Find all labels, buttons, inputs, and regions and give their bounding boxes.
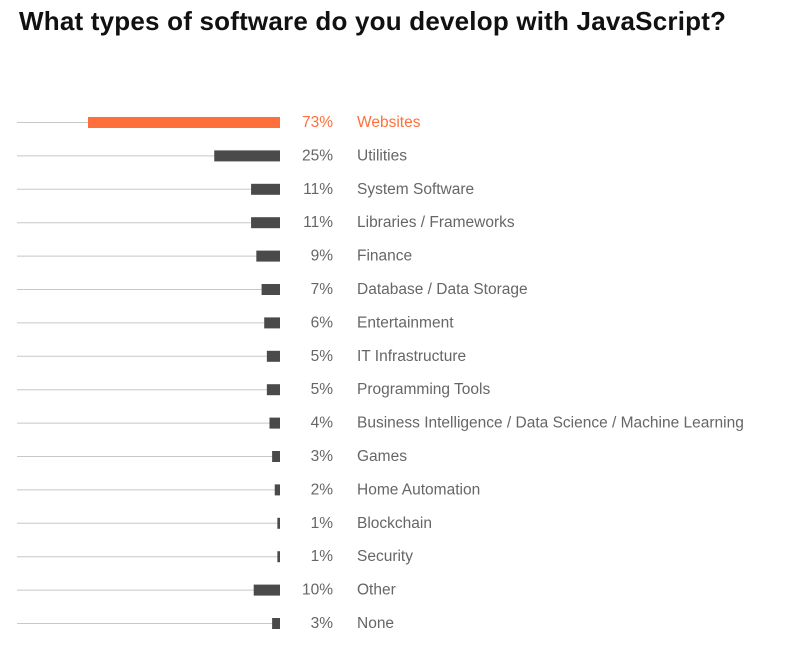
bar-value-label: 5% xyxy=(311,348,334,365)
bar-row: 73% Websites xyxy=(17,114,421,131)
bar-category-label: Websites xyxy=(357,114,421,131)
bar-category-label: System Software xyxy=(357,181,474,198)
bar-value-label: 3% xyxy=(311,615,334,632)
bar-category-label: IT Infrastructure xyxy=(357,348,466,365)
bar-row: 25% Utilities xyxy=(17,147,407,164)
bar-category-label: Libraries / Frameworks xyxy=(357,214,515,231)
bar-row: 9% Finance xyxy=(17,248,412,265)
bar-category-label: Games xyxy=(357,448,407,465)
bar-category-label: Finance xyxy=(357,248,412,265)
bar xyxy=(266,350,280,362)
bar xyxy=(272,451,280,462)
bar xyxy=(264,317,280,329)
bar-category-label: Programming Tools xyxy=(357,381,490,398)
chart-title: What types of software do you develop wi… xyxy=(19,6,727,36)
bar-row: 7% Database / Data Storage xyxy=(17,281,528,298)
bar-row: 11% Libraries / Frameworks xyxy=(17,214,515,231)
bar-row: 3% None xyxy=(17,615,394,632)
bar-value-label: 7% xyxy=(311,281,334,298)
bar-row: 5% IT Infrastructure xyxy=(17,348,466,365)
bar xyxy=(266,384,280,396)
bar xyxy=(274,484,280,496)
bar-value-label: 2% xyxy=(311,481,334,498)
bar-category-label: Blockchain xyxy=(357,515,432,532)
bar-row: 5% Programming Tools xyxy=(17,381,490,398)
bar-value-label: 11% xyxy=(303,214,333,231)
bar-value-label: 11% xyxy=(303,181,333,198)
bar xyxy=(256,250,280,262)
bar-value-label: 1% xyxy=(311,548,334,565)
bar-row: 4% Business Intelligence / Data Science /… xyxy=(17,415,744,432)
bar-value-label: 10% xyxy=(302,582,333,599)
bar xyxy=(88,117,280,128)
bar-value-label: 5% xyxy=(311,381,334,398)
bar-row: 3% Games xyxy=(17,448,407,465)
bar xyxy=(251,183,280,195)
bar xyxy=(269,417,280,429)
bar xyxy=(251,217,280,229)
bar-value-label: 4% xyxy=(311,415,334,432)
bar-row: 11% System Software xyxy=(17,181,474,198)
bar-row: 2% Home Automation xyxy=(17,481,480,498)
bar-value-label: 1% xyxy=(311,515,334,532)
bar-value-label: 3% xyxy=(311,448,334,465)
bar-category-label: Security xyxy=(357,548,413,565)
bar-value-label: 25% xyxy=(302,147,333,164)
bar-value-label: 73% xyxy=(302,114,333,131)
bar xyxy=(261,284,280,295)
bar xyxy=(277,517,280,529)
bar-row: 6% Entertainment xyxy=(17,314,454,331)
bar xyxy=(253,584,280,596)
bar xyxy=(272,618,280,629)
bar xyxy=(214,150,280,162)
bar-category-label: Business Intelligence / Data Science / M… xyxy=(357,415,744,432)
bar-category-label: Utilities xyxy=(357,147,407,164)
bar-category-label: Entertainment xyxy=(357,314,454,331)
bar-row: 10% Other xyxy=(17,582,396,599)
bar-row: 1% Security xyxy=(17,548,413,565)
bar xyxy=(277,551,280,563)
bar-value-label: 6% xyxy=(311,314,334,331)
bar-category-label: None xyxy=(357,615,394,632)
bar-category-label: Database / Data Storage xyxy=(357,281,528,298)
bar-category-label: Other xyxy=(357,582,396,599)
bar-row: 1% Blockchain xyxy=(17,515,432,532)
bar-value-label: 9% xyxy=(311,248,334,265)
bar-category-label: Home Automation xyxy=(357,481,480,498)
